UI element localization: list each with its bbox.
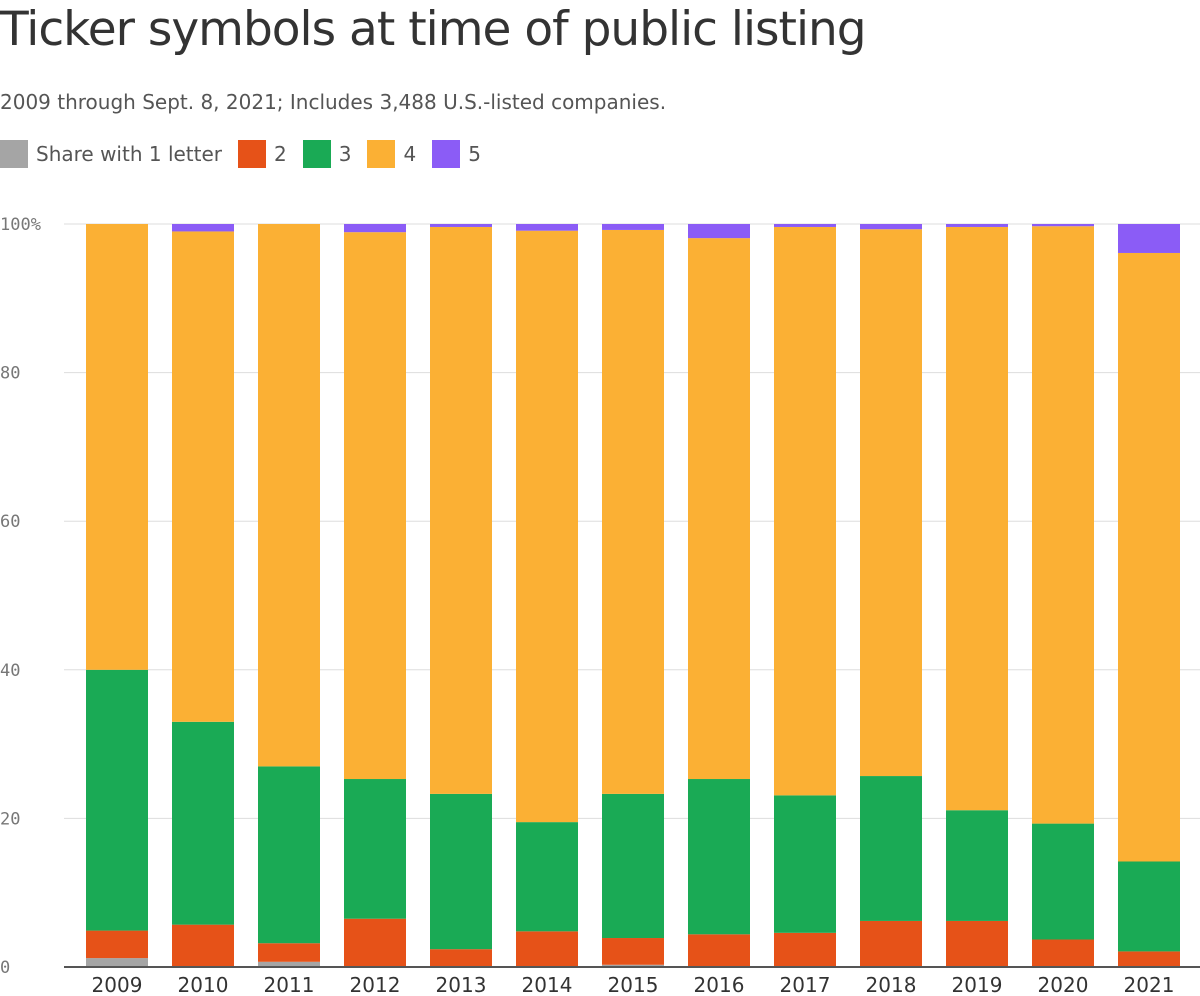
bar-segment [258,766,320,944]
legend-swatch [432,140,461,168]
y-tick-label: 40 [0,661,20,681]
bar-segment [430,793,492,950]
bar-segment [516,224,578,231]
bar-segment [86,669,148,931]
bar-segment [1032,224,1094,227]
bar-segment [860,776,922,921]
bar-segment [946,224,1008,227]
y-tick-label: 100% [0,215,41,235]
bar-segment [430,226,492,794]
bar-segment [86,930,148,959]
bar-segment [774,795,836,933]
bar-segment [1032,939,1094,967]
chart-subtitle: 2009 through Sept. 8, 2021; Includes 3,4… [0,90,667,114]
x-tick-label: 2012 [350,973,401,996]
bar-segment [86,958,148,967]
x-tick-label: 2011 [264,973,315,996]
bar-segment [516,230,578,823]
x-tick-label: 2009 [92,973,143,996]
bar-segment [946,810,1008,921]
bar-segment [774,226,836,796]
bar-segment [344,232,406,780]
bar-segment [516,822,578,932]
bar-segment [602,793,664,939]
bar-segment [172,721,234,925]
bar-segment [258,224,320,767]
bar-segment [86,224,148,670]
x-tick-label: 2015 [608,973,659,996]
bar-segment [1118,224,1180,253]
bar-segment [516,931,578,967]
legend-item-2-letters: 2 [238,140,287,168]
bar-segment [946,226,1008,811]
bar-segment [1118,951,1180,967]
bar-segment [1118,252,1180,862]
bar-segment [860,229,922,777]
y-tick-label: 60 [0,512,20,532]
y-tick-label: 80 [0,364,20,384]
legend-swatch [302,140,331,168]
bar-segment [1118,861,1180,952]
bar-segment [430,949,492,967]
x-tick-label: 2020 [1038,973,1089,996]
legend-item-5-letters: 5 [432,140,481,168]
bar-segment [602,229,664,794]
bar-segment [860,920,922,967]
legend-swatch [238,140,267,168]
bar-segment [774,224,836,227]
chart-title: Ticker symbols at time of public listing [0,2,867,57]
bar-segment [688,934,750,967]
y-tick-label: 0 [0,958,10,978]
bar-segment [688,224,750,239]
legend-label: 2 [274,142,287,166]
x-tick-label: 2013 [436,973,487,996]
x-tick-label: 2016 [694,973,745,996]
x-tick-label: 2019 [952,973,1003,996]
bar-segment [774,932,836,967]
bar-segment [602,938,664,965]
bar-segment [172,231,234,722]
bar-segment [344,224,406,233]
legend-item-4-letters: 4 [367,140,416,168]
bar-segment [602,224,664,230]
legend-swatch [367,140,396,168]
bar-segment [430,224,492,227]
legend-swatch [0,140,28,168]
bar-segment [1032,226,1094,824]
x-tick-label: 2014 [522,973,573,996]
bar-segment [258,961,320,967]
legend-item-3-letters: 3 [302,140,352,168]
bar-segment [172,224,234,232]
bar-segment [344,779,406,919]
bar-segment [688,779,750,935]
legend-label: 5 [468,142,481,166]
bar-segment [946,920,1008,967]
legend-label: 3 [338,142,352,166]
legend: Share with 1 letter 2 3 4 5 [0,140,497,168]
x-tick-label: 2021 [1124,973,1175,996]
bar-segment [1032,823,1094,940]
bar-segment [172,924,234,967]
bar-segment [688,238,750,780]
x-tick-label: 2010 [178,973,229,996]
x-tick-label: 2018 [866,973,917,996]
bar-segment [860,224,922,230]
legend-label: 4 [403,142,417,166]
legend-item-1-letter: Share with 1 letter [0,140,222,168]
bar-segment [602,964,664,967]
legend-label: Share with 1 letter [36,142,223,166]
bar-segment [258,943,320,962]
y-tick-label: 20 [0,809,20,829]
bar-segment [344,918,406,967]
x-tick-label: 2017 [780,973,831,996]
